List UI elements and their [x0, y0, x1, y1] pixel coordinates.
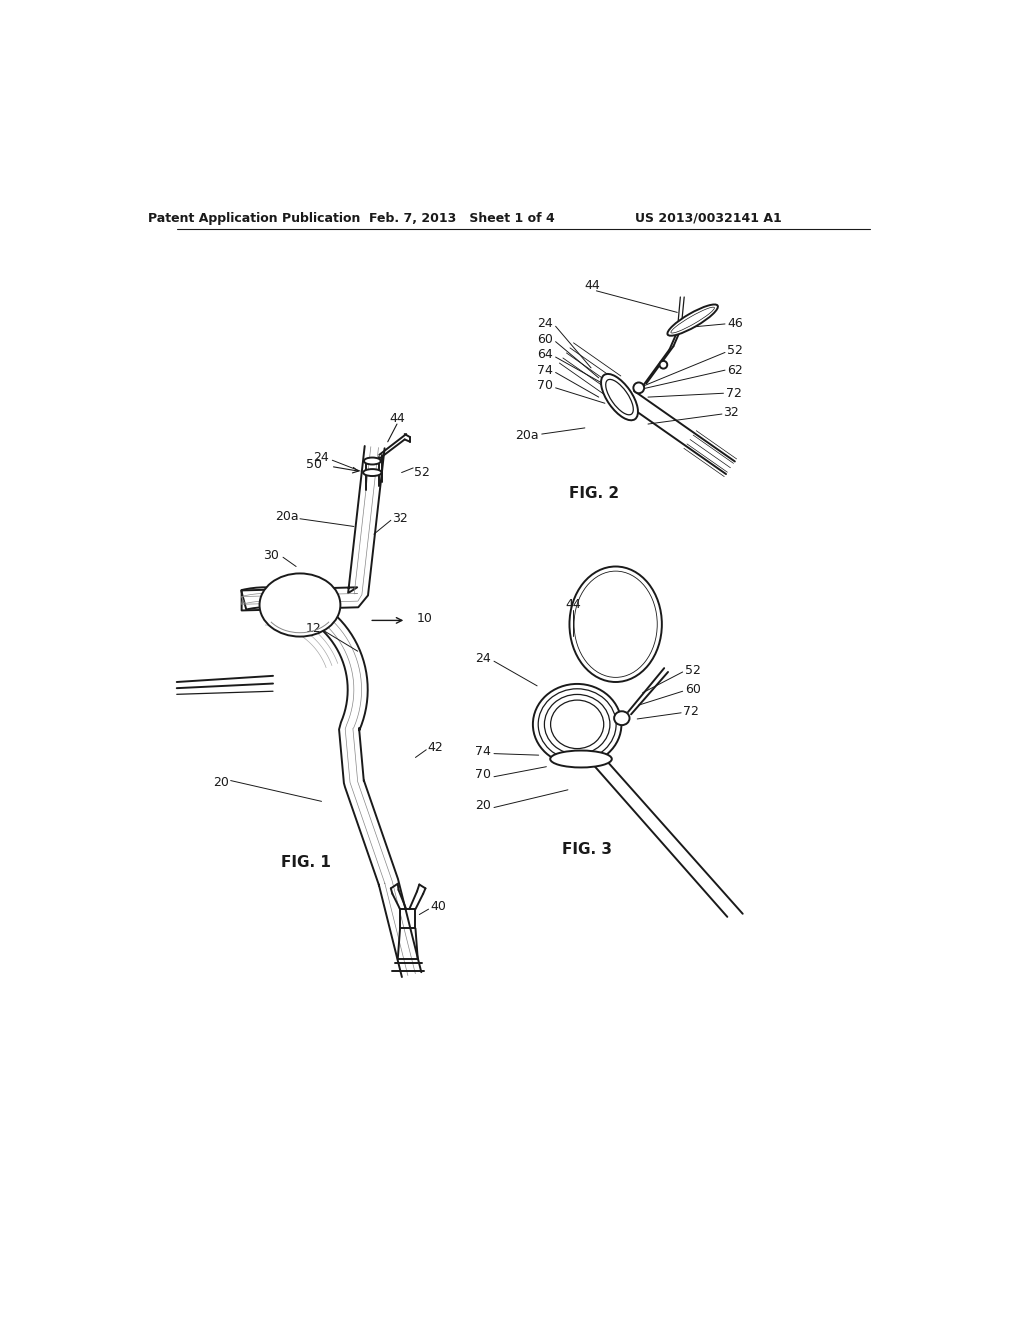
Ellipse shape: [364, 458, 381, 465]
Text: 72: 72: [726, 387, 741, 400]
Text: FIG. 1: FIG. 1: [281, 855, 331, 870]
Text: FIG. 3: FIG. 3: [562, 842, 611, 858]
Text: 46: 46: [727, 317, 743, 330]
Text: 60: 60: [537, 333, 553, 346]
Text: US 2013/0032141 A1: US 2013/0032141 A1: [635, 213, 781, 224]
Text: 70: 70: [537, 379, 553, 392]
Text: 64: 64: [537, 348, 553, 362]
Text: 52: 52: [414, 466, 430, 479]
Text: 12: 12: [306, 622, 322, 635]
Text: 72: 72: [683, 705, 699, 718]
Text: 20a: 20a: [515, 429, 539, 442]
Text: 74: 74: [475, 744, 490, 758]
Text: 24: 24: [475, 652, 490, 665]
Text: 52: 52: [727, 345, 743, 358]
Text: FIG. 2: FIG. 2: [569, 486, 620, 500]
Text: Patent Application Publication: Patent Application Publication: [147, 213, 360, 224]
Ellipse shape: [532, 684, 622, 764]
Ellipse shape: [364, 469, 382, 477]
Ellipse shape: [601, 374, 638, 420]
Text: 24: 24: [313, 450, 330, 463]
Ellipse shape: [659, 360, 668, 368]
Ellipse shape: [668, 305, 718, 335]
Text: 24: 24: [537, 317, 553, 330]
Ellipse shape: [614, 711, 630, 725]
Text: 44: 44: [585, 279, 600, 292]
Text: 70: 70: [475, 768, 490, 781]
Text: 40: 40: [431, 900, 446, 913]
Text: 52: 52: [685, 664, 700, 677]
Text: 44: 44: [389, 412, 404, 425]
Text: 42: 42: [428, 741, 443, 754]
Text: 60: 60: [685, 684, 700, 696]
Ellipse shape: [634, 383, 644, 393]
Text: 10: 10: [417, 612, 433, 626]
Text: 62: 62: [727, 363, 743, 376]
Text: 50: 50: [305, 458, 322, 471]
Text: 32: 32: [724, 407, 739, 418]
Text: Feb. 7, 2013   Sheet 1 of 4: Feb. 7, 2013 Sheet 1 of 4: [369, 213, 555, 224]
Ellipse shape: [550, 751, 611, 767]
Text: 20: 20: [475, 799, 490, 812]
Ellipse shape: [259, 573, 340, 636]
Text: 20: 20: [213, 776, 229, 788]
Text: 30: 30: [263, 549, 280, 562]
Text: 32: 32: [392, 512, 409, 525]
Ellipse shape: [606, 379, 633, 414]
Text: 20a: 20a: [274, 510, 298, 523]
Ellipse shape: [569, 566, 662, 682]
Text: 44: 44: [565, 598, 582, 611]
Text: 74: 74: [537, 363, 553, 376]
